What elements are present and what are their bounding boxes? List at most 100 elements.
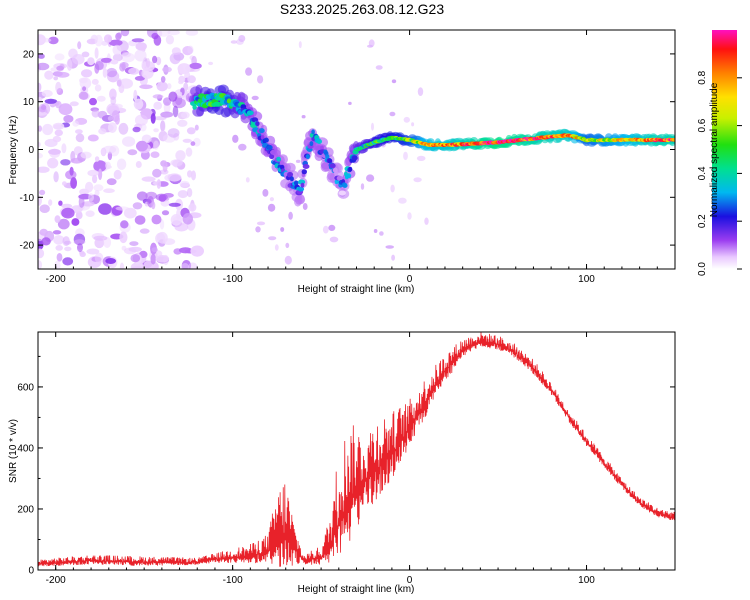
- noise-blob: [58, 103, 73, 116]
- noise-blob: [60, 159, 71, 166]
- noise-blob: [371, 122, 374, 131]
- noise-blob: [94, 47, 99, 59]
- noise-blob: [100, 57, 112, 63]
- noise-blob: [267, 203, 276, 212]
- noise-blob: [301, 115, 306, 119]
- noise-blob: [75, 211, 83, 220]
- noise-blob: [55, 71, 70, 78]
- noise-blob: [255, 226, 261, 233]
- ridge-cell: [266, 145, 273, 150]
- noise-blob: [322, 225, 329, 234]
- noise-blob: [158, 194, 167, 202]
- noise-blob: [71, 218, 80, 226]
- noise-blob: [162, 160, 168, 173]
- noise-blob: [139, 84, 153, 90]
- x-tick-label: 0: [407, 575, 413, 586]
- noise-blob: [153, 140, 159, 150]
- noise-blob: [124, 247, 137, 255]
- snr-panel: -200 -100 0 100 0 200 400 600 Height of straigh…: [8, 331, 676, 595]
- noise-blob: [53, 171, 59, 183]
- noise-blob: [379, 231, 384, 236]
- noise-blob: [52, 135, 62, 143]
- noise-blob: [56, 252, 63, 262]
- noise-blob: [48, 199, 53, 206]
- ridge-cell: [269, 154, 275, 160]
- noise-blob: [77, 41, 82, 50]
- noise-blob: [64, 246, 72, 252]
- ridge-cell: [251, 117, 259, 123]
- noise-blob: [180, 263, 190, 269]
- noise-blob: [38, 103, 47, 113]
- noise-blob: [413, 177, 422, 183]
- noise-blob: [160, 120, 166, 132]
- noise-blob: [302, 203, 308, 210]
- noise-blob: [245, 177, 250, 183]
- noise-blob: [407, 212, 412, 220]
- noise-blob: [38, 248, 45, 259]
- noise-blob: [141, 134, 152, 144]
- noise-blob: [38, 82, 42, 92]
- figure-title: S233.2025.263.08.12.G23: [280, 1, 444, 17]
- ridge-halo: [284, 162, 296, 173]
- ridge-cell: [270, 149, 277, 155]
- noise-blob: [80, 151, 92, 159]
- noise-blob: [93, 160, 107, 173]
- noise-blob: [170, 214, 182, 226]
- noise-blob: [160, 111, 174, 118]
- noise-blob: [116, 32, 123, 39]
- noise-blob: [238, 35, 246, 42]
- noise-blob: [187, 262, 198, 269]
- noise-blob: [155, 254, 170, 263]
- noise-blob: [79, 251, 86, 257]
- noise-blob: [329, 236, 339, 243]
- noise-blob: [131, 38, 145, 43]
- noise-blob: [92, 174, 98, 184]
- noise-blob: [130, 254, 141, 263]
- noise-blob: [135, 161, 142, 168]
- noise-blob: [70, 150, 76, 162]
- noise-blob: [160, 76, 166, 83]
- noise-blob: [132, 266, 145, 269]
- noise-blob: [151, 247, 158, 253]
- noise-blob: [79, 188, 90, 195]
- ridge-cell: [345, 173, 352, 179]
- noise-blob: [94, 61, 104, 71]
- noise-blob: [230, 40, 238, 44]
- colorbar: 0.0 0.2 0.4 0.6 0.8 Normalized spectral ampl…: [697, 30, 742, 276]
- noise-blob: [403, 116, 410, 123]
- noise-blob: [187, 75, 196, 84]
- noise-blob: [38, 152, 43, 159]
- noise-blob: [172, 105, 179, 118]
- noise-blob: [118, 122, 129, 135]
- x-tick-label: -200: [46, 575, 66, 586]
- noise-blob: [72, 120, 79, 127]
- noise-blob: [105, 258, 117, 264]
- noise-blob: [81, 69, 93, 78]
- noise-blob: [89, 97, 97, 106]
- noise-blob: [134, 215, 146, 225]
- noise-blob: [38, 37, 52, 43]
- colorbar-tick-label: 0.8: [697, 70, 708, 84]
- y-tick-label: 20: [23, 49, 35, 60]
- ridge-cell: [255, 121, 260, 127]
- noise-blob: [58, 200, 63, 206]
- spectrogram-heatmap: [38, 30, 675, 269]
- noise-blob: [41, 237, 51, 246]
- noise-blob: [110, 96, 117, 105]
- noise-blob: [146, 58, 150, 68]
- ridge-cell: [301, 169, 307, 175]
- noise-blob: [113, 169, 122, 180]
- noise-blob: [165, 34, 174, 45]
- ridge-cell: [338, 190, 346, 196]
- y-tick-label: -10: [20, 193, 35, 204]
- ridge-cell: [351, 155, 358, 161]
- noise-blob: [156, 30, 171, 37]
- noise-blob: [98, 168, 103, 181]
- noise-blob: [136, 191, 148, 201]
- snr-frame: [37, 331, 676, 571]
- noise-blob: [48, 36, 59, 45]
- noise-blob: [122, 136, 136, 147]
- noise-blob: [44, 70, 54, 80]
